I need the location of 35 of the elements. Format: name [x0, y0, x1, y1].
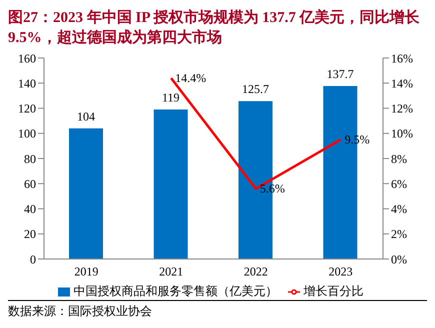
y-tick-label: 80	[24, 152, 36, 166]
data-label: 5.6%	[260, 182, 285, 196]
y2-tick-label: 12%	[391, 102, 413, 116]
data-label: 9.5%	[344, 132, 370, 147]
y2-tick-label: 10%	[391, 126, 413, 141]
bar	[154, 110, 188, 259]
y-tick-label: 20	[24, 227, 36, 242]
y2-tick-label: 0%	[391, 252, 407, 266]
y-tick-label: 60	[24, 176, 36, 191]
data-label: 119	[162, 90, 180, 105]
y-tick-label: 0	[30, 252, 36, 266]
y-tick-label: 100	[18, 126, 36, 141]
y-tick-label: 120	[18, 102, 36, 116]
legend-label: 中国授权商品和服务零售额（亿美元）	[74, 284, 278, 298]
y-tick-label: 160	[18, 51, 36, 66]
y-tick-label: 140	[18, 76, 36, 90]
source-note: 数据来源：国际授权业协会	[8, 300, 427, 320]
data-label: 104	[77, 109, 95, 124]
data-label: 137.7	[326, 67, 354, 82]
data-label: 125.7	[242, 82, 269, 96]
bar	[69, 128, 103, 259]
y2-tick-label: 8%	[391, 152, 407, 166]
x-tick-label: 2021	[159, 264, 184, 279]
y2-tick-label: 2%	[391, 227, 407, 242]
y2-tick-label: 4%	[391, 202, 407, 216]
y2-tick-label: 6%	[391, 176, 407, 191]
data-label: 14.4%	[175, 71, 206, 86]
y-tick-label: 40	[24, 202, 36, 216]
y2-tick-label: 16%	[391, 51, 413, 66]
x-tick-label: 2019	[74, 264, 98, 279]
legend-label: 增长百分比	[304, 284, 364, 298]
y2-tick-label: 14%	[391, 76, 413, 90]
x-tick-label: 2022	[244, 264, 268, 279]
x-tick-label: 2023	[328, 264, 353, 279]
chart-title: 图27：2023 年中国 IP 授权市场规模为 137.7 亿美元，同比增长 9.5%，超过德国成为第四大市场	[8, 8, 421, 48]
